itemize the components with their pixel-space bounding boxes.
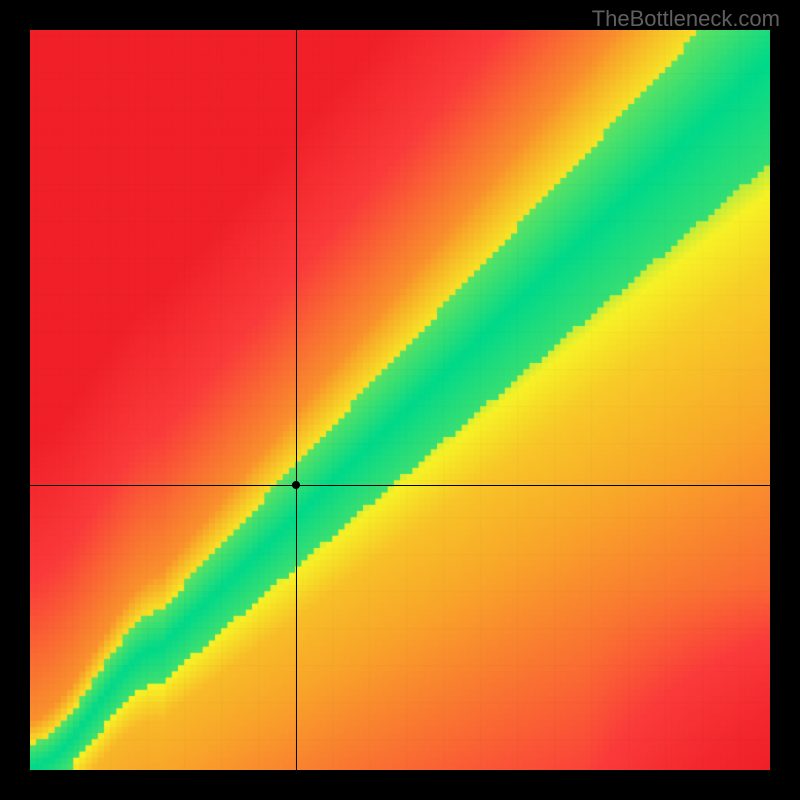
plot-area: [30, 30, 770, 770]
crosshair-horizontal: [30, 485, 770, 486]
watermark-text: TheBottleneck.com: [592, 6, 780, 32]
heatmap-canvas: [30, 30, 770, 770]
crosshair-vertical: [296, 30, 297, 770]
data-point-marker: [292, 481, 300, 489]
chart-container: TheBottleneck.com: [0, 0, 800, 800]
